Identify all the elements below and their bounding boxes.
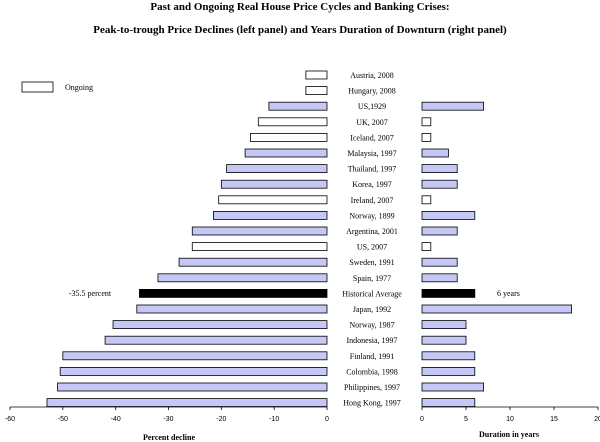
right-average-label: 6 years xyxy=(497,289,520,298)
category-label: Historical Average xyxy=(342,289,402,298)
right-bar xyxy=(421,226,458,236)
category-label: Indonesia, 1997 xyxy=(346,336,397,345)
right-tick-label: 5 xyxy=(464,416,468,423)
right-tick-label: 20 xyxy=(594,416,600,423)
right-bar xyxy=(421,179,458,189)
left-bar xyxy=(268,101,328,111)
left-tick-label: -40 xyxy=(111,416,121,423)
left-tick-label: -30 xyxy=(163,416,173,423)
category-label: US,1929 xyxy=(358,102,386,111)
left-bar xyxy=(305,70,328,80)
left-bar xyxy=(57,382,328,392)
right-bar xyxy=(421,320,467,330)
left-bar xyxy=(112,320,328,330)
right-bar xyxy=(421,117,432,127)
right-bar xyxy=(421,242,432,252)
category-label: Argentina, 2001 xyxy=(346,227,398,236)
left-bar xyxy=(244,148,328,158)
right-bar xyxy=(421,164,458,174)
right-bar xyxy=(421,335,467,345)
left-bar xyxy=(249,132,328,142)
right-bar xyxy=(421,304,573,314)
category-label: Hong Kong, 1997 xyxy=(343,399,401,408)
left-bar xyxy=(59,366,328,376)
chart-title: Past and Ongoing Real House Price Cycles… xyxy=(150,1,449,13)
category-label: Korea, 1997 xyxy=(352,180,392,189)
right-bar xyxy=(421,148,449,158)
left-tick-label: -20 xyxy=(216,416,226,423)
left-bar xyxy=(104,335,328,345)
left-bar xyxy=(226,164,328,174)
left-bar xyxy=(178,257,328,267)
right-bar xyxy=(421,351,476,361)
chart-subtitle: Peak-to-trough Price Declines (left pane… xyxy=(93,24,507,36)
left-bar xyxy=(191,242,328,252)
left-bar xyxy=(218,195,328,205)
right-tick-label: 10 xyxy=(506,416,514,423)
left-bar xyxy=(139,288,328,298)
right-bar xyxy=(421,382,484,392)
category-label: Japan, 1992 xyxy=(353,305,391,314)
right-tick-label: 15 xyxy=(550,416,558,423)
left-bar xyxy=(46,398,328,408)
left-x-axis-label: Percent decline xyxy=(143,433,196,442)
right-x-axis-label: Duration in years xyxy=(479,430,539,439)
category-label: Norway, 1899 xyxy=(349,211,394,220)
category-label: Norway, 1987 xyxy=(349,321,394,330)
left-bar xyxy=(157,273,328,283)
category-label: Colombia, 1998 xyxy=(346,367,398,376)
category-label: Hungary, 2008 xyxy=(348,87,395,96)
category-label: Philippines, 1997 xyxy=(344,383,400,392)
left-tick-label: -10 xyxy=(269,416,279,423)
right-bar xyxy=(421,288,476,298)
right-bar xyxy=(421,366,476,376)
left-bar xyxy=(257,117,328,127)
right-bar xyxy=(421,101,484,111)
legend-swatch xyxy=(21,81,54,93)
left-bar xyxy=(213,210,328,220)
left-bar xyxy=(305,86,328,95)
left-bar xyxy=(191,226,328,236)
left-bar xyxy=(136,304,328,314)
left-tick-label: 0 xyxy=(325,416,329,423)
category-label: Austria, 2008 xyxy=(350,71,394,80)
category-label: Ireland, 2007 xyxy=(351,196,394,205)
category-label: UK, 2007 xyxy=(356,118,388,127)
legend-label: Ongoing xyxy=(65,83,93,92)
right-bar xyxy=(421,257,458,267)
right-bar xyxy=(421,273,458,283)
right-bar xyxy=(421,195,432,205)
left-bar xyxy=(220,179,328,189)
category-label: Sweden, 1991 xyxy=(349,258,394,267)
right-bar xyxy=(421,132,432,142)
left-average-label: -35.5 percent xyxy=(69,289,112,298)
left-tick-label: -60 xyxy=(5,416,15,423)
left-bar xyxy=(62,351,328,361)
category-label: Iceland, 2007 xyxy=(350,133,394,142)
right-bar xyxy=(421,210,476,220)
right-bar xyxy=(421,398,476,408)
category-label: Malaysia, 1997 xyxy=(347,149,396,158)
right-tick-label: 0 xyxy=(420,416,424,423)
category-label: Spain, 1977 xyxy=(353,274,391,283)
category-label: Thailand, 1997 xyxy=(348,165,396,174)
left-tick-label: -50 xyxy=(58,416,68,423)
category-label: Finland, 1991 xyxy=(350,352,394,361)
category-label: US, 2007 xyxy=(357,243,387,252)
